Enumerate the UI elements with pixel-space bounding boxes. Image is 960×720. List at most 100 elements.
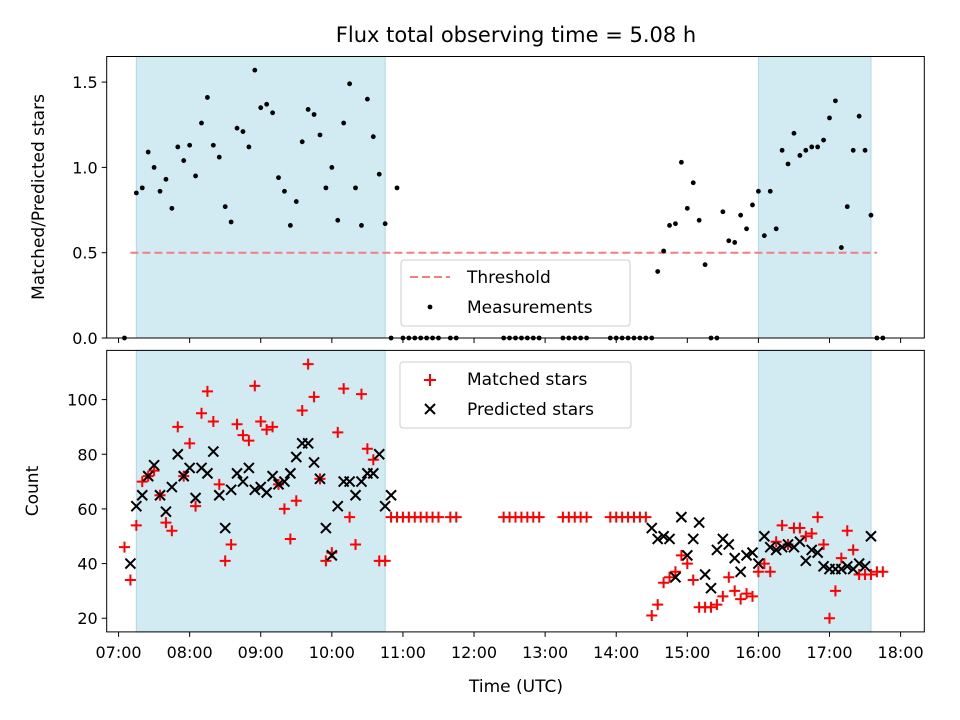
matched-star-marker <box>746 590 758 602</box>
measurement-point <box>157 188 163 194</box>
bottom-y-ticks: 20 40 60 80 100 <box>67 391 107 628</box>
measurement-point <box>690 180 696 186</box>
top-legend: Threshold Measurements <box>400 259 631 327</box>
predicted-star-marker <box>806 544 818 556</box>
measurement-point <box>655 269 661 274</box>
bottom-x-ticks: 07:00 08:00 09:00 10:00 11:00 12:00 13:00 14:00… <box>95 631 924 662</box>
measurement-point <box>761 233 767 239</box>
x-tick-label: 15:00 <box>664 643 710 662</box>
measurement-point <box>293 199 299 204</box>
measurement-point <box>673 221 678 227</box>
measurement-point <box>181 158 187 163</box>
matched-star-marker <box>652 599 664 611</box>
matched-star-marker <box>752 566 764 578</box>
measurement-point <box>678 159 684 165</box>
top-legend-box <box>400 259 631 327</box>
matched-star-marker <box>308 391 320 403</box>
x-tick-label: 07:00 <box>95 643 141 662</box>
measurement-point <box>205 95 210 100</box>
measurement-point <box>844 204 850 210</box>
x-tick-label: 11:00 <box>380 643 426 662</box>
matched-star-marker <box>195 407 207 419</box>
x-tick-label: 12:00 <box>451 643 497 662</box>
measurement-point <box>827 115 832 121</box>
predicted-star-marker <box>817 560 830 573</box>
count-panel: 20 40 60 80 100 07:00 08:00 09:00 10:00 11:00 12:… <box>23 349 925 697</box>
y-tick-label: 0.0 <box>72 329 97 348</box>
matched-star-marker <box>267 421 279 433</box>
predicted-star-marker <box>651 533 664 545</box>
predicted-star-marker <box>166 481 178 493</box>
predicted-star-marker <box>663 533 676 545</box>
measurement-point <box>133 190 139 196</box>
predicted-star-marker <box>349 489 362 501</box>
measurement-point <box>661 248 667 254</box>
matched-star-marker <box>207 415 219 427</box>
bottom-legend-box <box>399 361 632 429</box>
predicted-star-marker <box>752 557 765 570</box>
measurement-point <box>738 212 744 218</box>
predicted-star-marker <box>332 500 344 512</box>
matched-star-marker <box>225 538 237 550</box>
shaded-interval <box>135 56 386 339</box>
y-tick-label: 40 <box>77 555 97 574</box>
matched-star-marker <box>172 421 184 433</box>
measurement-point <box>785 161 791 167</box>
predicted-star-marker <box>723 538 735 551</box>
predicted-star-marker <box>237 475 249 488</box>
matched-star-marker <box>776 519 788 531</box>
predicted-star-marker <box>693 516 705 529</box>
measurement-point <box>323 185 329 191</box>
measurement-point <box>347 81 353 87</box>
matched-star-marker <box>184 437 196 449</box>
predicted-star-marker <box>308 456 320 469</box>
matched-star-marker <box>824 612 836 624</box>
matched-star-marker <box>729 585 741 597</box>
matched-star-marker <box>770 536 782 548</box>
predicted-star-marker <box>154 489 166 501</box>
matched-star-marker <box>355 388 367 400</box>
predicted-star-marker <box>746 546 759 559</box>
predicted-star-marker <box>243 462 255 474</box>
measurement-point <box>353 185 358 191</box>
matched-star-marker <box>278 503 290 515</box>
top-y-ticks: 0.0 0.5 1.0 1.5 <box>72 73 107 348</box>
top-y-axis-label: Matched/Predicted stars <box>29 94 49 300</box>
predicted-star-marker <box>231 467 243 480</box>
measurement-point <box>868 212 874 218</box>
predicted-star-marker <box>800 555 812 567</box>
matched-star-marker <box>687 574 699 586</box>
y-tick-label: 1.5 <box>72 73 97 92</box>
x-axis-label: Time (UTC) <box>468 677 563 697</box>
matched-star-marker <box>658 577 670 589</box>
predicted-star-marker <box>865 530 877 542</box>
measurement-point <box>382 221 388 227</box>
measurement-point <box>175 144 181 150</box>
matched-star-marker <box>841 525 853 537</box>
matched-star-marker <box>865 569 877 581</box>
x-tick-label: 09:00 <box>238 643 284 662</box>
measurement-point <box>376 171 382 177</box>
predicted-star-marker <box>225 484 237 496</box>
matched-star-marker <box>237 429 249 441</box>
matched-star-marker <box>124 574 136 586</box>
matched-star-marker <box>166 525 178 537</box>
matched-star-marker <box>450 511 462 523</box>
matched-star-marker <box>818 538 830 550</box>
measurement-point <box>850 147 856 153</box>
matched-star-marker <box>350 538 362 550</box>
matched-star-marker <box>432 511 444 523</box>
predicted-star-marker <box>675 511 688 523</box>
measurement-point <box>252 67 258 73</box>
measurement-point <box>744 226 749 232</box>
measurement-point <box>803 147 809 153</box>
measurement-point <box>815 144 821 150</box>
measurement-point <box>720 209 726 215</box>
matched-star-marker <box>664 571 676 583</box>
ratio-panel: 0.0 0.5 1.0 1.5 Matched/Predicted stars Thr… <box>29 56 925 348</box>
matched-star-marker <box>806 528 818 540</box>
measurement-point <box>797 153 803 158</box>
matched-star-marker <box>219 555 231 567</box>
matched-star-marker <box>758 558 770 570</box>
x-tick-label: 08:00 <box>167 643 213 662</box>
